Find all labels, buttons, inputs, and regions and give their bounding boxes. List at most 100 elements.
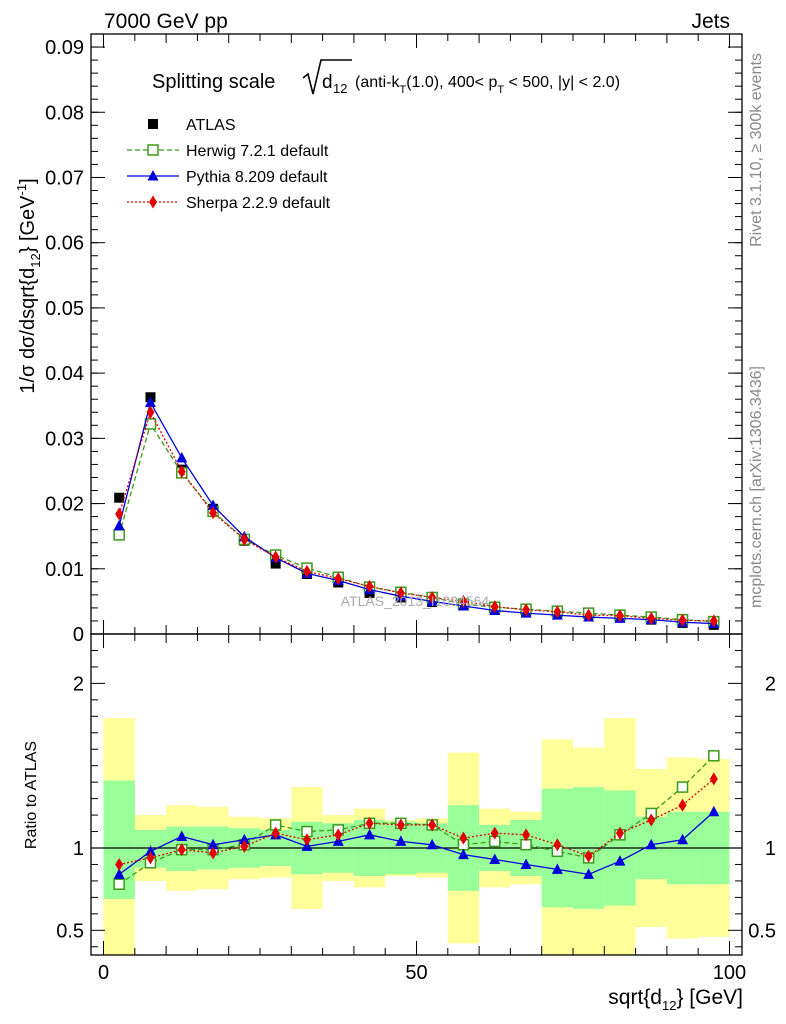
ratio-point — [238, 833, 250, 845]
ratio-point — [709, 772, 718, 786]
ratio-point — [364, 828, 376, 840]
ratio-point — [207, 838, 219, 850]
side-label-rivet: Rivet 3.1.10, ≥ 300k events — [748, 53, 765, 247]
title-prefix: Splitting scale — [152, 71, 275, 93]
x-tick-label: 100 — [713, 962, 746, 984]
data-point — [144, 396, 156, 407]
ratio-point — [677, 833, 689, 845]
ratio-point — [584, 849, 593, 863]
data-point — [490, 600, 499, 614]
y-tick-label: 0.07 — [45, 167, 84, 189]
legend-entry-herwig: Herwig 7.2.1 default — [127, 143, 329, 160]
y-tick-label: 0.01 — [45, 559, 84, 581]
x-axis-label: sqrt{d12} [GeV] — [608, 986, 743, 1013]
y-tick-label: 0.05 — [45, 298, 84, 320]
data-point — [146, 405, 155, 419]
ratio-point — [708, 805, 720, 817]
data-point — [428, 590, 437, 604]
data-point — [615, 609, 624, 623]
y-tick-label: 2 — [73, 673, 84, 695]
ratio-point — [678, 798, 687, 812]
main-plot: 0 0.01 0.02 0.03 0.04 0.05 0.06 0.07 0.08 0.09 — [45, 33, 743, 646]
data-point — [522, 603, 531, 617]
ratio-point — [614, 855, 626, 866]
title-rest3: < 500, |y| < 2.0) — [504, 74, 620, 91]
data-point — [270, 558, 281, 569]
legend-marker — [148, 119, 158, 129]
ratio-point — [240, 839, 249, 853]
data-point — [678, 613, 687, 627]
data-point — [334, 572, 343, 586]
legend-label: ATLAS — [186, 117, 236, 134]
side-label-mcplots: mcplots.cern.ch [arXiv:1306.3436] — [748, 366, 765, 608]
data-point — [459, 594, 468, 608]
y-tick-label: 0 — [73, 624, 84, 646]
data-point — [647, 611, 656, 625]
ratio-point — [426, 838, 438, 850]
ratio-point — [520, 858, 532, 869]
main-y-axis-label: 1/σ dσ/dsqrt{d12} [GeV-1] — [14, 178, 43, 393]
title-radicand-sub: 12 — [333, 81, 347, 96]
y-tick-label: 1 — [73, 838, 84, 860]
title-rest2: (1.0), 400< p — [406, 74, 497, 91]
title-sub1: T — [399, 84, 406, 96]
y-tick-label: 0.06 — [45, 233, 84, 255]
ratio-point — [334, 828, 343, 842]
data-point — [207, 499, 219, 511]
legend-label: Sherpa 2.2.9 default — [186, 195, 331, 212]
title-radicand-base: d — [322, 72, 333, 93]
ratio-point — [457, 848, 469, 860]
svg-text:Splitting scale: Splitting scale — [152, 71, 275, 93]
data-point — [113, 529, 125, 541]
ratio-point — [271, 826, 280, 840]
ratio-point — [489, 853, 501, 865]
ratio-point — [615, 826, 624, 840]
ratio-point — [396, 818, 405, 832]
data-point — [302, 564, 311, 578]
data-point — [177, 465, 186, 479]
ratio-point — [302, 833, 311, 847]
y-tick-label-right: 0.5 — [748, 920, 776, 942]
series-line — [118, 811, 715, 876]
ratio-point — [146, 851, 155, 865]
ratio-point — [113, 868, 125, 879]
series-line — [119, 778, 715, 866]
y-tick-label: 0.09 — [45, 37, 84, 59]
title-sqrt-sign — [302, 59, 352, 95]
series-line — [118, 400, 714, 625]
title-sub2: T — [497, 84, 504, 96]
legend-entry-pythia: Pythia 8.209 default — [127, 169, 328, 186]
ratio-point — [209, 846, 218, 860]
x-tick-label: 50 — [405, 962, 427, 984]
y-tick-label-right: 2 — [765, 673, 776, 695]
legend-marker — [149, 195, 157, 209]
legend-marker — [147, 144, 159, 156]
ratio-point — [551, 863, 563, 874]
data-point — [176, 451, 188, 463]
ratio-point — [459, 831, 468, 845]
series-line — [118, 410, 714, 622]
legend: ATLAS Herwig 7.2.1 default Pythia 8.209 de… — [127, 117, 331, 212]
title-rest: (anti-k — [355, 74, 400, 91]
header-left: 7000 GeV pp — [104, 10, 228, 33]
plot-title: Splitting scale d 12 (anti-kT(1.0), 400<… — [152, 59, 620, 96]
legend-label: Pythia 8.209 default — [186, 169, 328, 186]
svg-text:(anti-kT(1.0), 400< pT < 500,: (anti-kT(1.0), 400< pT < 500, |y| < 2.0) — [355, 74, 620, 96]
legend-entry-data: ATLAS — [148, 117, 236, 134]
main-series-sherpa — [115, 405, 718, 628]
ratio-point — [490, 826, 499, 840]
series-line — [118, 422, 714, 623]
ratio-plot: 0.5 0.5 1 1 2 2 0 50 100 — [56, 633, 776, 984]
data-point — [396, 586, 405, 600]
data-point — [553, 605, 562, 619]
data-point — [209, 506, 218, 520]
ratio-point — [144, 845, 156, 856]
data-point — [114, 492, 125, 503]
data-point — [271, 550, 280, 564]
ratio-point — [708, 750, 720, 762]
y-tick-label: 0.5 — [56, 920, 84, 942]
legend-label: Herwig 7.2.1 default — [186, 143, 329, 160]
y-tick-label: 0.03 — [45, 428, 84, 450]
data-point — [144, 418, 157, 430]
